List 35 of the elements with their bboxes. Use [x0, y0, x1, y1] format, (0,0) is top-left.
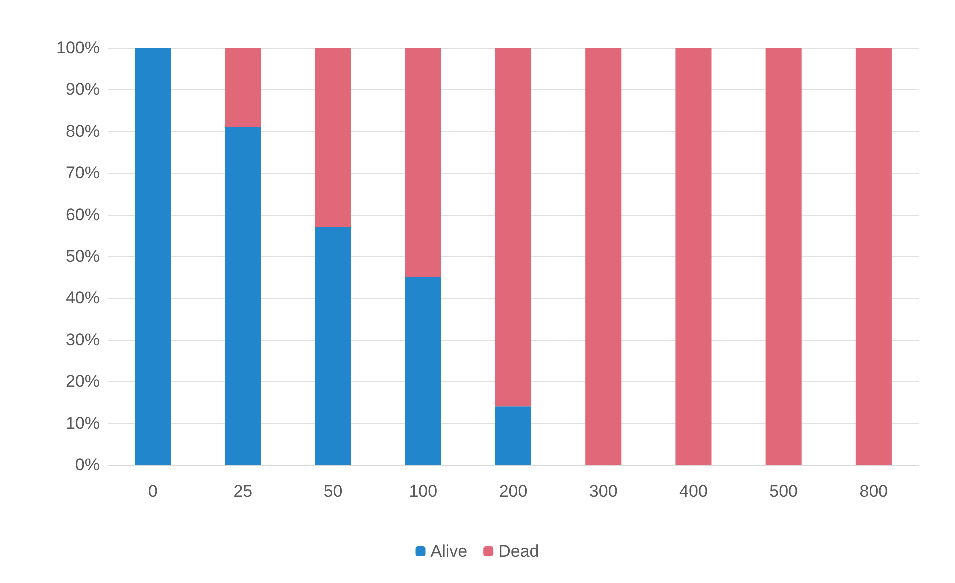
- bar: [135, 48, 172, 465]
- legend-label: Alive: [430, 542, 468, 561]
- y-tick-label: 10%: [66, 414, 100, 433]
- x-tick-label: 25: [234, 482, 253, 501]
- y-tick-label: 40%: [66, 288, 100, 308]
- y-tick-label: 30%: [66, 330, 100, 350]
- x-tick-label: 100: [409, 482, 438, 501]
- bar: [315, 48, 352, 228]
- x-tick-label: 800: [860, 482, 888, 501]
- y-tick-label: 70%: [66, 164, 100, 183]
- bar: [766, 48, 802, 465]
- bar: [315, 227, 352, 465]
- bar: [856, 48, 892, 465]
- bar: [405, 277, 442, 465]
- x-tick-label: 300: [589, 482, 618, 501]
- x-tick-label: 200: [499, 482, 528, 501]
- y-tick-label: 50%: [66, 247, 100, 266]
- y-tick-label: 60%: [66, 205, 100, 224]
- x-tick-label: 500: [770, 482, 798, 501]
- x-tick-label: 50: [324, 482, 343, 501]
- bar: [225, 48, 262, 128]
- bar: [676, 48, 712, 465]
- bar: [405, 48, 442, 278]
- x-tick-label: 0: [148, 482, 158, 501]
- y-tick-label: 100%: [56, 38, 100, 58]
- bar: [495, 48, 532, 407]
- x-tick-label: 400: [680, 482, 708, 501]
- legend-label: Dead: [498, 542, 540, 561]
- bar: [225, 127, 262, 465]
- y-tick-label: 80%: [66, 122, 100, 141]
- y-tick-label: 20%: [66, 372, 100, 392]
- y-tick-label: 90%: [66, 80, 100, 100]
- y-tick-label: 0%: [75, 456, 100, 474]
- bar: [586, 48, 622, 465]
- bar: [495, 406, 532, 465]
